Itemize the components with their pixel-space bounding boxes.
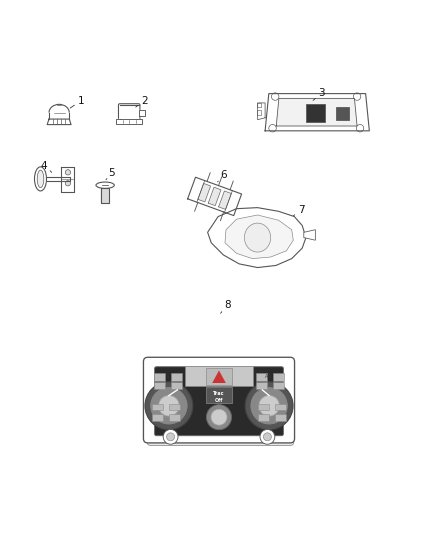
Polygon shape [225,215,293,259]
Ellipse shape [37,170,44,188]
Circle shape [206,405,232,430]
Text: S⌃: S⌃ [165,374,173,378]
Text: Off: Off [215,398,223,403]
Circle shape [65,169,71,175]
Bar [276,404,286,410]
Polygon shape [47,119,71,125]
Bar [258,404,268,410]
Circle shape [353,93,361,100]
Polygon shape [198,183,211,202]
Text: 7: 7 [298,205,305,215]
Text: 8: 8 [224,300,231,310]
Circle shape [263,433,272,441]
Polygon shape [265,94,369,131]
Bar [152,414,162,421]
Circle shape [65,181,71,186]
FancyBboxPatch shape [155,367,283,435]
Polygon shape [208,208,306,268]
Bar [306,103,325,122]
Ellipse shape [35,167,46,191]
Circle shape [245,382,293,430]
Bar [170,404,180,410]
Circle shape [145,382,193,430]
Circle shape [163,430,178,444]
Circle shape [260,430,275,444]
FancyBboxPatch shape [143,357,295,443]
Ellipse shape [244,223,271,252]
Text: 6: 6 [220,169,227,180]
Text: 2: 2 [141,96,148,106]
Circle shape [159,395,179,416]
Text: Trac: Trac [213,391,225,396]
Text: 5: 5 [108,168,115,178]
Bar [256,373,267,381]
Bar [170,382,182,389]
Bar [273,373,285,381]
Polygon shape [219,191,231,209]
Circle shape [166,433,175,441]
Bar [153,382,165,389]
Text: 1: 1 [78,96,85,106]
Bar [273,382,285,389]
Ellipse shape [96,182,114,188]
Circle shape [151,387,187,424]
Bar [257,110,261,115]
Bar [336,107,349,120]
Polygon shape [187,177,242,216]
Text: 4: 4 [40,161,47,171]
Circle shape [259,395,279,416]
Bar [206,368,232,385]
Polygon shape [116,119,142,124]
Polygon shape [102,188,109,203]
FancyBboxPatch shape [147,361,293,446]
Bar [257,103,261,107]
Text: 3: 3 [318,88,325,99]
FancyBboxPatch shape [118,104,140,120]
Circle shape [356,125,364,132]
Circle shape [211,409,227,425]
Polygon shape [46,177,70,181]
Bar [276,414,286,421]
Polygon shape [258,103,265,120]
Bar [170,414,180,421]
Bar [185,366,253,386]
Polygon shape [61,167,74,192]
Circle shape [269,125,276,132]
Bar [206,387,232,403]
Polygon shape [304,230,315,240]
Bar [170,373,182,381]
Text: A/C: A/C [265,374,273,378]
Bar [152,404,162,410]
Circle shape [251,387,287,424]
Polygon shape [208,187,221,206]
Polygon shape [276,99,357,126]
Circle shape [272,93,279,100]
Bar [153,373,165,381]
Bar [256,382,267,389]
Polygon shape [138,110,145,116]
Bar [258,414,268,421]
Polygon shape [212,370,226,383]
